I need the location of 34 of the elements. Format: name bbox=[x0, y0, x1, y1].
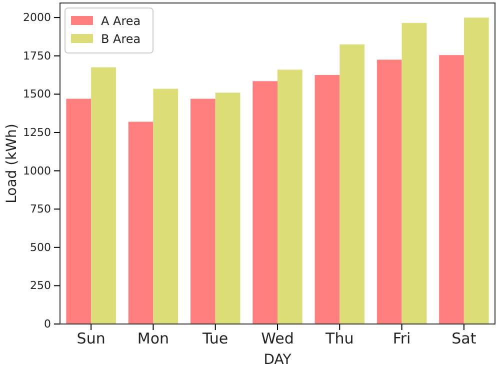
y-tick-label: 750 bbox=[30, 202, 51, 216]
bar bbox=[464, 18, 489, 324]
y-tick-label: 1500 bbox=[23, 88, 51, 101]
legend-label: A Area bbox=[101, 14, 141, 28]
bar bbox=[314, 75, 340, 324]
bar bbox=[153, 88, 178, 324]
bar bbox=[252, 81, 278, 324]
x-tick-label: Thu bbox=[324, 330, 354, 348]
bar bbox=[278, 70, 302, 324]
bar bbox=[128, 122, 154, 324]
y-tick-label: 0 bbox=[44, 318, 51, 331]
y-axis-title: Load (kWh) bbox=[4, 124, 20, 204]
x-tick-label: Tue bbox=[202, 330, 228, 348]
y-tick-label: 250 bbox=[30, 279, 51, 292]
x-tick-label: Wed bbox=[261, 330, 294, 348]
y-tick-label: 500 bbox=[30, 240, 51, 254]
x-tick-label: Sat bbox=[452, 330, 476, 348]
bar bbox=[66, 98, 92, 324]
bar bbox=[340, 44, 364, 324]
x-tick-label: Sun bbox=[76, 330, 106, 348]
bar bbox=[376, 60, 402, 324]
bar bbox=[91, 67, 116, 324]
bar bbox=[190, 98, 216, 324]
y-tick-label: 2000 bbox=[23, 11, 51, 24]
y-tick-label: 1750 bbox=[23, 49, 51, 62]
bar bbox=[215, 92, 240, 324]
y-tick-label: 1250 bbox=[23, 126, 51, 139]
bar bbox=[439, 55, 464, 324]
x-axis-title: DAY bbox=[264, 352, 292, 368]
legend-label: B Area bbox=[101, 32, 141, 46]
y-tick-label: 1000 bbox=[23, 164, 51, 178]
x-tick-label: Mon bbox=[137, 330, 170, 348]
bar bbox=[402, 22, 427, 324]
x-tick-label: Fri bbox=[392, 330, 411, 348]
